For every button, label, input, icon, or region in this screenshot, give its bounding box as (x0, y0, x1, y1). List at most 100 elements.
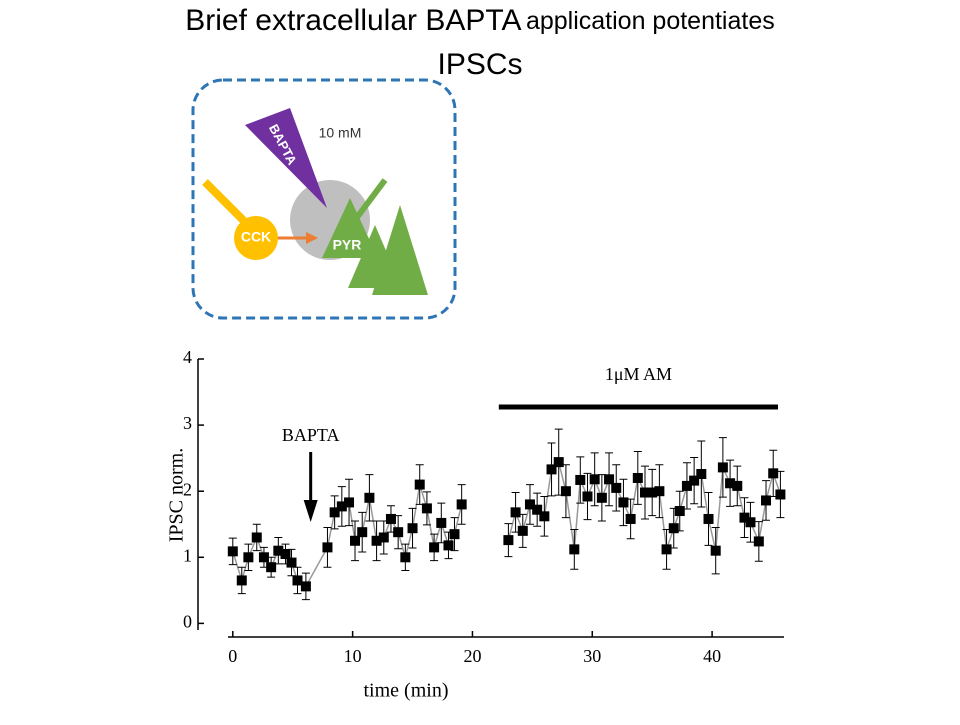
data-point (569, 544, 580, 555)
data-point (236, 575, 247, 586)
data-point (371, 535, 382, 546)
data-point (710, 545, 721, 556)
data-point (582, 491, 593, 502)
data-point (258, 552, 269, 563)
interneuron-label: CCK (241, 229, 271, 245)
data-point (421, 503, 432, 514)
data-point (273, 545, 284, 556)
data-point (517, 525, 528, 536)
data-point (668, 523, 679, 534)
data-point (292, 575, 303, 586)
data-point (443, 540, 454, 551)
data-point (350, 535, 361, 546)
trace-line (507, 460, 782, 551)
y-tick-label: 4 (183, 347, 192, 367)
y-tick-label: 1 (183, 545, 192, 565)
diagram: BAPTA 10 mM PYR CCK (191, 78, 457, 320)
pyramidal-cell (322, 198, 378, 258)
data-point (322, 542, 333, 553)
data-point (336, 501, 347, 512)
arrowhead (306, 232, 318, 244)
title-line: Brief extracellular BAPTA application po… (185, 4, 774, 37)
x-tick-label: 0 (228, 646, 237, 666)
data-point (732, 480, 743, 491)
data-point (654, 486, 665, 497)
x-axis-label: time (min) (364, 680, 449, 702)
data-point (632, 472, 643, 483)
data-point (393, 527, 404, 538)
data-point (689, 475, 700, 486)
data-point (739, 512, 750, 523)
y-tick-label: 3 (183, 413, 192, 433)
data-point (745, 517, 756, 528)
data-point (761, 495, 772, 506)
data-point (449, 529, 460, 540)
title-part: Brief extracellular BAPTA (185, 4, 521, 37)
data-point (357, 527, 368, 538)
data-point (286, 557, 297, 568)
data-point (378, 532, 389, 543)
x-tick-label: 40 (703, 646, 721, 666)
y-axis-label: IPSC norm. (166, 448, 188, 542)
data-point (524, 499, 535, 510)
data-point (429, 542, 440, 553)
data-point (227, 546, 238, 557)
data-point (753, 536, 764, 547)
data-point (640, 487, 650, 498)
pipette (245, 108, 327, 208)
data-point (717, 462, 728, 473)
data-point (546, 464, 557, 475)
data-point (385, 513, 396, 524)
data-point (560, 486, 571, 497)
title-part: IPSCs (437, 48, 522, 81)
data-point (553, 457, 564, 468)
data-point (400, 552, 411, 563)
annotation-arrowhead (303, 500, 318, 522)
data-point (596, 492, 607, 503)
data-point (674, 506, 685, 517)
data-point (575, 474, 586, 485)
data-point (775, 489, 786, 500)
data-point (266, 562, 277, 573)
data-point (681, 480, 692, 491)
x-tick-label: 30 (583, 646, 601, 666)
input-axon (202, 179, 248, 225)
dendrite (352, 178, 388, 222)
data-point (456, 499, 467, 510)
y-tick-label: 2 (183, 479, 192, 499)
data-point (618, 497, 629, 508)
annotation: 1μM AM (605, 364, 672, 384)
y-tick-label: 0 (183, 612, 192, 632)
data-point (625, 513, 636, 524)
x-tick-label: 20 (463, 646, 481, 666)
concentration-label: 10 mM (319, 125, 362, 141)
interneuron (234, 216, 278, 260)
data-point (251, 532, 262, 543)
data-point (243, 552, 254, 563)
data-point (280, 548, 291, 559)
data-point (604, 474, 615, 485)
data-point (344, 497, 355, 508)
pyramidal-label: PYR (333, 237, 362, 253)
title-part: application potentiates (526, 7, 775, 35)
data-point (532, 504, 543, 515)
data-point (414, 479, 425, 490)
data-point (539, 511, 550, 522)
data-point (611, 482, 622, 493)
data-point (364, 492, 375, 503)
data-point (661, 544, 672, 555)
data-point (696, 469, 707, 480)
data-point (329, 507, 340, 518)
data-point (725, 478, 736, 489)
data-point (436, 517, 447, 528)
x-tick-label: 10 (344, 646, 362, 666)
data-point (300, 581, 311, 592)
data-point (768, 468, 779, 479)
data-point (503, 535, 514, 546)
data-point (589, 474, 600, 485)
data-point (703, 513, 714, 524)
data-point (510, 507, 521, 518)
data-point (647, 487, 658, 498)
